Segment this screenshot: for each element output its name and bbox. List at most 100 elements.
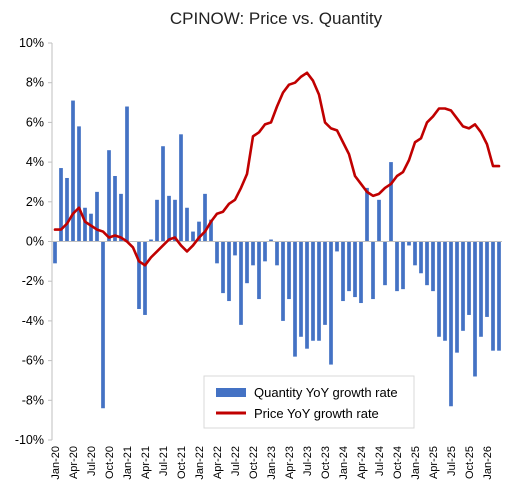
x-tick-label: Jan-20 [50, 446, 62, 480]
quantity-bar [299, 241, 303, 337]
quantity-bar [473, 241, 477, 377]
quantity-bar [275, 241, 279, 266]
quantity-bar [65, 177, 69, 242]
quantity-bar [71, 100, 75, 242]
legend-label-quantity: Quantity YoY growth rate [254, 385, 398, 400]
y-tick-label: -6% [22, 354, 44, 368]
quantity-bar [491, 241, 495, 351]
quantity-bar [443, 241, 447, 341]
x-tick-label: Apr-20 [68, 446, 80, 479]
quantity-bar [341, 241, 345, 302]
quantity-bar [197, 221, 201, 242]
x-tick-label: Jan-26 [482, 446, 494, 480]
quantity-bar [425, 241, 429, 286]
y-tick-label: 8% [26, 76, 44, 90]
quantity-bar [209, 219, 213, 242]
quantity-bar [119, 193, 123, 242]
x-tick-label: Jan-24 [338, 446, 350, 480]
quantity-bar [239, 241, 243, 325]
quantity-bar [383, 241, 387, 286]
quantity-bar [287, 241, 291, 300]
quantity-bar [305, 241, 309, 349]
quantity-bar [263, 241, 267, 262]
x-tick-label: Oct-23 [320, 446, 332, 479]
x-tick-label: Jul-20 [86, 446, 98, 476]
y-tick-label: 4% [26, 155, 44, 169]
y-tick-label: -8% [22, 393, 44, 407]
y-tick-label: -4% [22, 314, 44, 328]
quantity-bar [167, 195, 171, 242]
x-tick-label: Oct-21 [176, 446, 188, 479]
quantity-bar [125, 106, 129, 242]
x-tick-label: Oct-24 [392, 446, 404, 479]
legend-box [203, 375, 415, 429]
quantity-bar [455, 241, 459, 353]
quantity-bar [245, 241, 249, 284]
legend-swatch-quantity [216, 388, 246, 397]
x-tick-label: Jan-21 [122, 446, 134, 480]
quantity-bar [221, 241, 225, 294]
x-tick-label: Jan-22 [194, 446, 206, 480]
x-tick-label: Oct-20 [104, 446, 116, 479]
legend: Quantity YoY growth rate Price YoY growth… [203, 375, 415, 429]
quantity-bar [371, 241, 375, 300]
quantity-bar [419, 241, 423, 274]
quantity-bar [137, 241, 141, 309]
x-tick-label: Apr-23 [284, 446, 296, 479]
x-tick-label: Oct-22 [248, 446, 260, 479]
quantity-bar [401, 241, 405, 290]
quantity-bar [347, 241, 351, 292]
x-tick-label: Jul-22 [230, 446, 242, 476]
quantity-bar [113, 175, 117, 242]
x-tick-label: Jul-25 [446, 446, 458, 476]
quantity-bar [407, 241, 411, 246]
quantity-bar [431, 241, 435, 292]
chart-title: CPINOW: Price vs. Quantity [170, 9, 383, 28]
quantity-bar [365, 187, 369, 242]
quantity-bar [311, 241, 315, 341]
quantity-bar [143, 241, 147, 315]
price-line [53, 71, 501, 267]
quantity-bar [389, 162, 393, 242]
y-tick-label: -2% [22, 274, 44, 288]
quantity-bar [83, 207, 87, 242]
quantity-bar [215, 241, 219, 264]
y-tick-label: 2% [26, 195, 44, 209]
quantity-bar [485, 241, 489, 317]
quantity-bar [467, 241, 471, 315]
quantity-bar [257, 241, 261, 300]
legend-label-price: Price YoY growth rate [254, 406, 379, 421]
quantity-bar [413, 241, 417, 266]
quantity-bar [179, 134, 183, 242]
quantity-bar [437, 241, 441, 337]
quantity-bar [251, 241, 255, 266]
quantity-bar [95, 191, 99, 242]
quantity-bar [323, 241, 327, 325]
quantity-bar [449, 241, 453, 407]
x-tick-label: Jul-23 [302, 446, 314, 476]
quantity-bar [359, 241, 363, 304]
x-tick-label: Apr-21 [140, 446, 152, 479]
quantity-bar [53, 241, 57, 264]
quantity-bar [233, 241, 237, 256]
quantity-bar [353, 241, 357, 298]
x-tick-label: Oct-25 [464, 446, 476, 479]
x-tick-label: Apr-22 [212, 446, 224, 479]
quantity-bar [161, 146, 165, 242]
quantity-bar [89, 213, 93, 242]
quantity-bar [185, 207, 189, 242]
y-tick-label: 10% [19, 36, 44, 50]
quantity-bar [335, 241, 339, 252]
y-tick-label: -10% [15, 433, 44, 447]
quantity-bar [155, 199, 159, 242]
quantity-bar [107, 150, 111, 242]
quantity-bar [227, 241, 231, 302]
quantity-bar [77, 126, 81, 242]
quantity-bar [317, 241, 321, 341]
x-tick-label: Apr-25 [428, 446, 440, 479]
y-tick-label: 0% [26, 235, 44, 249]
quantity-bar [281, 241, 285, 321]
quantity-bar [149, 239, 153, 242]
quantity-bar [293, 241, 297, 357]
